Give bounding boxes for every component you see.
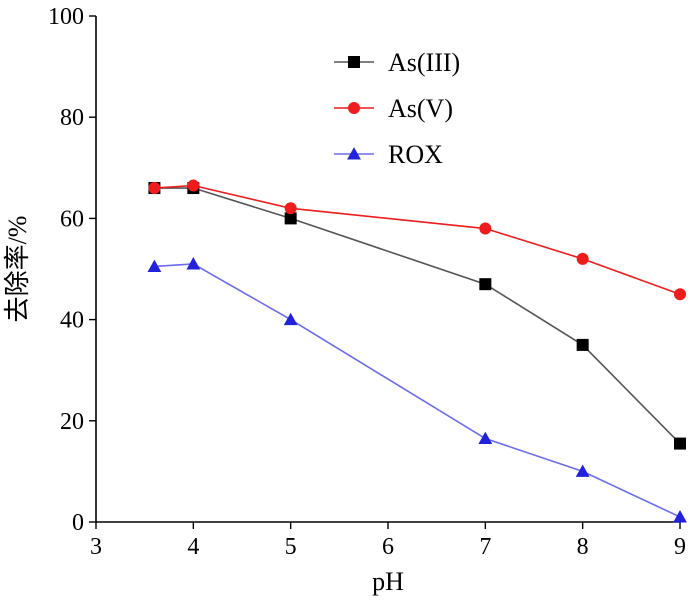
x-tick-label: 4: [187, 534, 199, 560]
series-line-1: [154, 184, 681, 296]
y-tick-label: 20: [60, 409, 84, 435]
series-line-0: [154, 187, 681, 445]
data-point: [479, 278, 492, 291]
axes: [95, 16, 680, 523]
legend-marker: [348, 102, 360, 114]
x-tick-label: 6: [382, 534, 394, 560]
data-point: [186, 257, 201, 270]
series-markers: [147, 179, 687, 523]
legend-label: As(V): [388, 94, 453, 123]
y-tick-label: 0: [72, 510, 84, 536]
y-tick-label: 40: [60, 308, 84, 334]
x-tick-label: 3: [90, 534, 102, 560]
data-point: [284, 202, 297, 215]
y-axis-label: 去除率/%: [3, 216, 32, 323]
legend-label: ROX: [388, 140, 443, 169]
legend: As(III) As(V) ROX: [334, 48, 460, 169]
data-point: [673, 510, 687, 523]
data-point: [283, 312, 298, 326]
legend-label: As(III): [388, 48, 460, 77]
data-point: [284, 212, 297, 225]
x-tick-label: 8: [577, 534, 589, 560]
series-line-2: [154, 263, 681, 518]
x-tick-label: 7: [479, 534, 491, 560]
data-point: [147, 259, 162, 272]
y-tick-label: 100: [48, 4, 84, 30]
y-tick-label: 80: [60, 105, 84, 131]
y-tick-label: 60: [60, 206, 84, 232]
legend-marker: [347, 147, 361, 160]
series-lines: [154, 184, 681, 518]
y-axis-ticks: 0 20 40 60 80 100: [48, 4, 96, 536]
data-point: [479, 222, 492, 235]
data-point: [576, 338, 589, 351]
data-point: [674, 288, 686, 301]
legend-marker: [348, 56, 360, 68]
data-point: [674, 437, 686, 450]
x-tick-label: 5: [285, 534, 297, 560]
data-point: [187, 179, 200, 192]
x-axis-ticks: 3 4 5 6 7 8 9: [90, 522, 686, 560]
x-axis-label: pH: [372, 567, 404, 596]
data-point: [576, 252, 589, 265]
data-point: [575, 464, 590, 477]
data-point: [148, 182, 161, 195]
data-point: [478, 431, 493, 445]
x-tick-label: 9: [674, 534, 686, 560]
